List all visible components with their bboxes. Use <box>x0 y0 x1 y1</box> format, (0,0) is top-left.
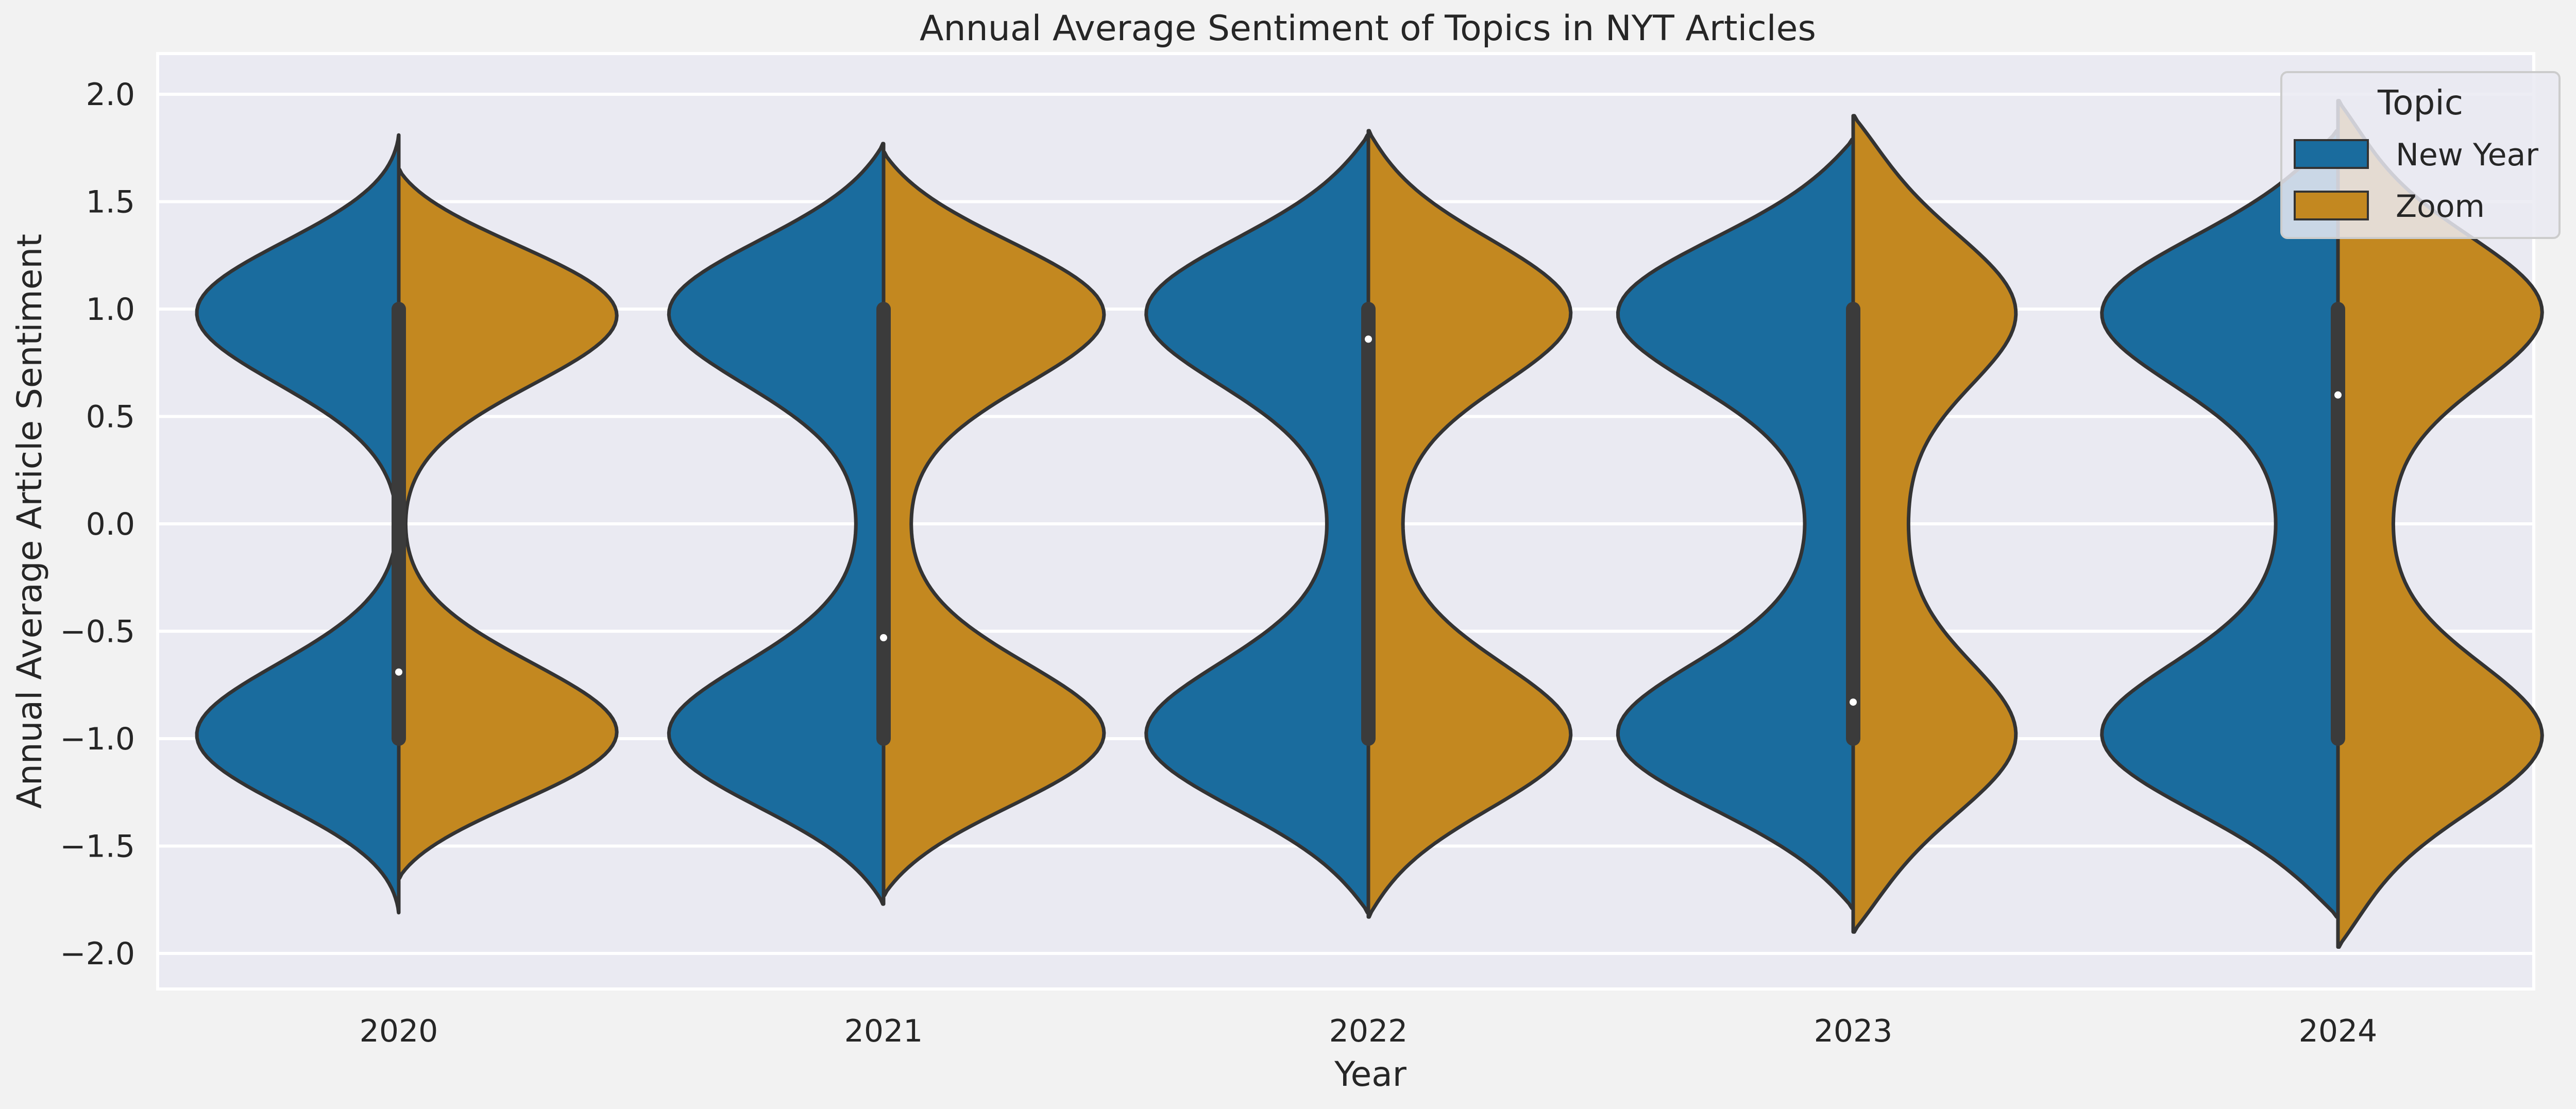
median-point-2021 <box>880 634 887 642</box>
y-tick-label: −1.0 <box>60 721 135 757</box>
y-tick-label: 1.0 <box>86 292 135 328</box>
y-axis-label: Annual Average Article Sentiment <box>10 234 49 809</box>
x-axis-label: Year <box>1334 1054 1407 1094</box>
violin-half-zoom-2023 <box>1851 114 2018 934</box>
x-tick-label: 2023 <box>1814 1013 1893 1049</box>
legend-label-zoom: Zoom <box>2396 189 2485 225</box>
legend-label-new-year: New Year <box>2396 137 2538 173</box>
y-tick-label: −0.5 <box>60 614 135 650</box>
violin-half-zoom-2024 <box>2336 99 2544 949</box>
y-tick-label: −2.0 <box>60 936 135 972</box>
legend-swatch-zoom <box>2294 191 2369 220</box>
plot-frame <box>156 52 2535 991</box>
y-tick-labels: 2.0 1.5 1.0 0.5 0.0 −0.5 −1.0 −1.5 −2.0 <box>60 77 135 972</box>
x-tick-labels: 2020 2021 2022 2023 2024 <box>360 1013 2378 1049</box>
legend-title: Topic <box>2377 83 2463 123</box>
y-tick-label: 1.5 <box>86 184 135 220</box>
chart-title: Annual Average Sentiment of Topics in NY… <box>920 8 1816 49</box>
y-tick-label: 0.0 <box>86 506 135 542</box>
violin-half-zoom-2021 <box>882 150 1106 897</box>
x-tick-label: 2024 <box>2299 1013 2378 1049</box>
x-tick-label: 2020 <box>360 1013 438 1049</box>
median-point-2020 <box>395 668 402 676</box>
median-point-2023 <box>1850 698 1857 706</box>
x-tick-label: 2021 <box>844 1013 923 1049</box>
violin-half-zoom-2022 <box>1366 129 1573 919</box>
inner-boxes <box>392 302 2345 746</box>
violin-half-new-year-2024 <box>2100 129 2340 919</box>
median-point-2024 <box>2334 391 2342 399</box>
y-tick-label: 0.5 <box>86 399 135 435</box>
median-point-2022 <box>1365 335 1372 343</box>
violin-half-new-year-2021 <box>667 142 886 906</box>
legend-swatch-new-year <box>2294 139 2369 169</box>
violin-half-new-year-2022 <box>1144 133 1370 915</box>
legend: Topic New Year Zoom <box>2280 71 2561 239</box>
violins <box>195 99 2544 949</box>
x-tick-label: 2022 <box>1329 1013 1408 1049</box>
y-tick-label: 2.0 <box>86 77 135 113</box>
y-tick-label: −1.5 <box>60 829 135 865</box>
violin-half-new-year-2023 <box>1616 138 1855 910</box>
